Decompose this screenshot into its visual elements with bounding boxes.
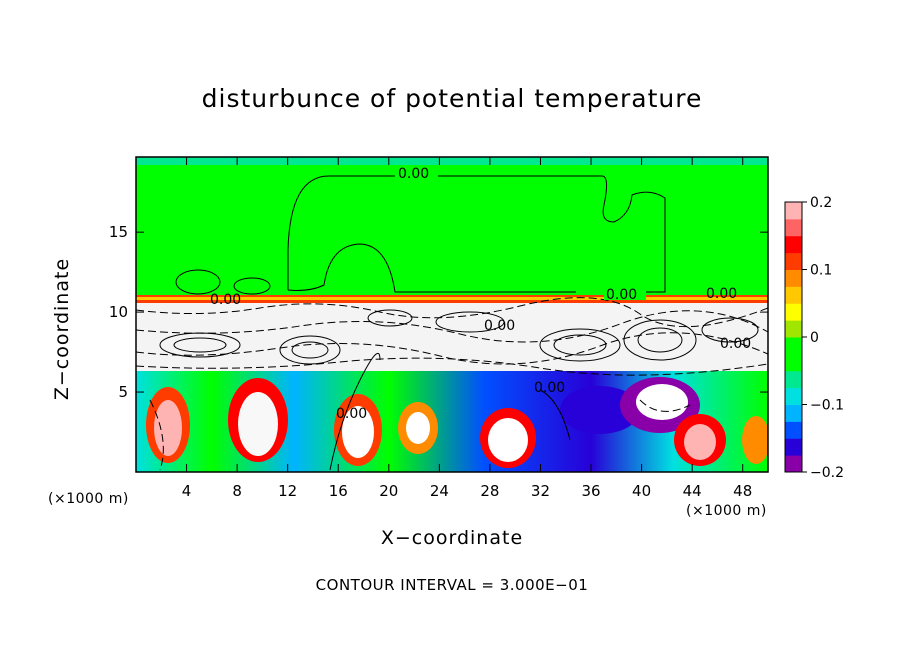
contour-line (329, 352, 381, 471)
contour-cell (701, 317, 759, 343)
colorbar-swatch (785, 387, 802, 405)
contour-label: 0.00 (720, 336, 751, 352)
dashed-contour (136, 310, 768, 343)
contour-label-bg (604, 286, 646, 300)
dashed-contour (136, 297, 768, 328)
x-tick-label: 48 (733, 482, 752, 500)
colorbar-swatch (785, 337, 802, 355)
colorbar-swatch (785, 235, 802, 254)
lower-layer-blobs (146, 377, 768, 468)
contour-cell (637, 327, 683, 353)
contour-cell (291, 341, 329, 359)
contour-label: 0.00 (210, 292, 241, 308)
contour-cell (553, 334, 607, 356)
contour-labels: 0.00 0.00 0.00 0.00 0.00 0.00 0.00 0.00 (210, 166, 751, 422)
warm-blob-core (238, 392, 278, 456)
colorbar-swatch (785, 303, 802, 321)
y-tick-label: 10 (109, 303, 128, 321)
contour-cell (173, 337, 227, 353)
colorbar-swatch (785, 438, 802, 456)
upper-layer-contours (175, 175, 666, 295)
zero-contour (287, 175, 666, 293)
x-tick-label: 16 (329, 482, 348, 500)
colorbar-swatch (785, 286, 802, 304)
zero-contour (175, 269, 221, 295)
contour-cell (159, 332, 241, 358)
chart-title: disturbunce of potential temperature (201, 84, 703, 113)
colorbar-tick-label: 0.1 (810, 263, 832, 279)
contour-label: 0.00 (484, 318, 515, 334)
colorbar-swatch (785, 252, 802, 270)
contour-cell (367, 309, 413, 327)
warm-blob-core (342, 406, 374, 458)
inversion-band-highlight (136, 297, 768, 300)
colorbar-swatch (785, 353, 802, 372)
colorbar-swatch (785, 218, 802, 237)
contour-cell (279, 335, 341, 365)
contour-line (539, 389, 571, 441)
contour-label: 0.00 (606, 287, 637, 303)
x-tick-label: 36 (581, 482, 600, 500)
x-tick-label: 4 (182, 482, 192, 500)
contour-cell (623, 319, 697, 361)
colorbar-tick-label: −0.2 (810, 465, 844, 481)
y-tick-label: 15 (109, 223, 128, 241)
x-tick-label: 24 (430, 482, 449, 500)
heatmap-field (136, 157, 768, 472)
y-tick-label: 5 (118, 383, 128, 401)
colorbar-tick-label: 0 (810, 330, 819, 346)
colorbar-swatch (785, 269, 802, 287)
warm-blob-core (154, 400, 182, 456)
colorbar-tick-label: −0.1 (810, 398, 844, 414)
x-tick-label: 40 (632, 482, 651, 500)
lower-layer-contours (149, 352, 691, 471)
warm-blob (742, 416, 768, 464)
colorbar: 0.2 0.1 0 −0.1 −0.2 (784, 195, 844, 481)
contour-cell (435, 311, 505, 333)
colorbar-swatch (785, 202, 802, 220)
dashed-contour (639, 399, 691, 412)
colorbar-swatch (785, 404, 802, 422)
x-tick-label: 8 (232, 482, 242, 500)
zero-contour (233, 277, 271, 295)
contour-label: 0.00 (398, 166, 429, 182)
x-axis-label: X−coordinate (380, 527, 524, 549)
colorbar-tick-label: 0.2 (810, 195, 832, 211)
x-tick-label: 20 (379, 482, 398, 500)
top-teal-band (136, 157, 768, 165)
contour-interval-note: CONTOUR INTERVAL = 3.000E−01 (315, 576, 589, 594)
dashed-contour (136, 332, 768, 365)
colorbar-swatch (785, 320, 802, 338)
colorbar-swatch (785, 455, 802, 473)
dashed-contour (136, 357, 768, 376)
x-tick-label: 44 (683, 482, 702, 500)
contour-label: 0.00 (336, 406, 367, 422)
contour-cell (539, 328, 621, 362)
x-tick-label: 32 (531, 482, 550, 500)
x-tick-label: 12 (278, 482, 297, 500)
cold-blob (560, 386, 640, 434)
contour-label: 0.00 (706, 286, 737, 302)
x-tick-label: 28 (480, 482, 499, 500)
warm-blob-core (406, 412, 430, 444)
dashed-contour (149, 399, 164, 471)
x-unit-label-right: (×1000 m) (686, 503, 767, 519)
warm-blob-core (488, 418, 528, 462)
colorbar-swatch (785, 421, 802, 439)
x-unit-label-left: (×1000 m) (48, 491, 129, 507)
colorbar-swatch (785, 370, 802, 389)
y-axis: 5 10 15 (109, 223, 768, 401)
upper-layer-region (136, 157, 768, 297)
contour-label: 0.00 (534, 380, 565, 396)
cold-blob-center (636, 384, 688, 420)
x-axis: 4 8 12 16 20 24 28 32 36 40 44 48 (182, 157, 752, 500)
contour-label-bg (396, 165, 438, 181)
plot-frame (135, 156, 769, 473)
warm-blob-core (684, 424, 716, 460)
mixed-layer-contours (136, 297, 768, 376)
